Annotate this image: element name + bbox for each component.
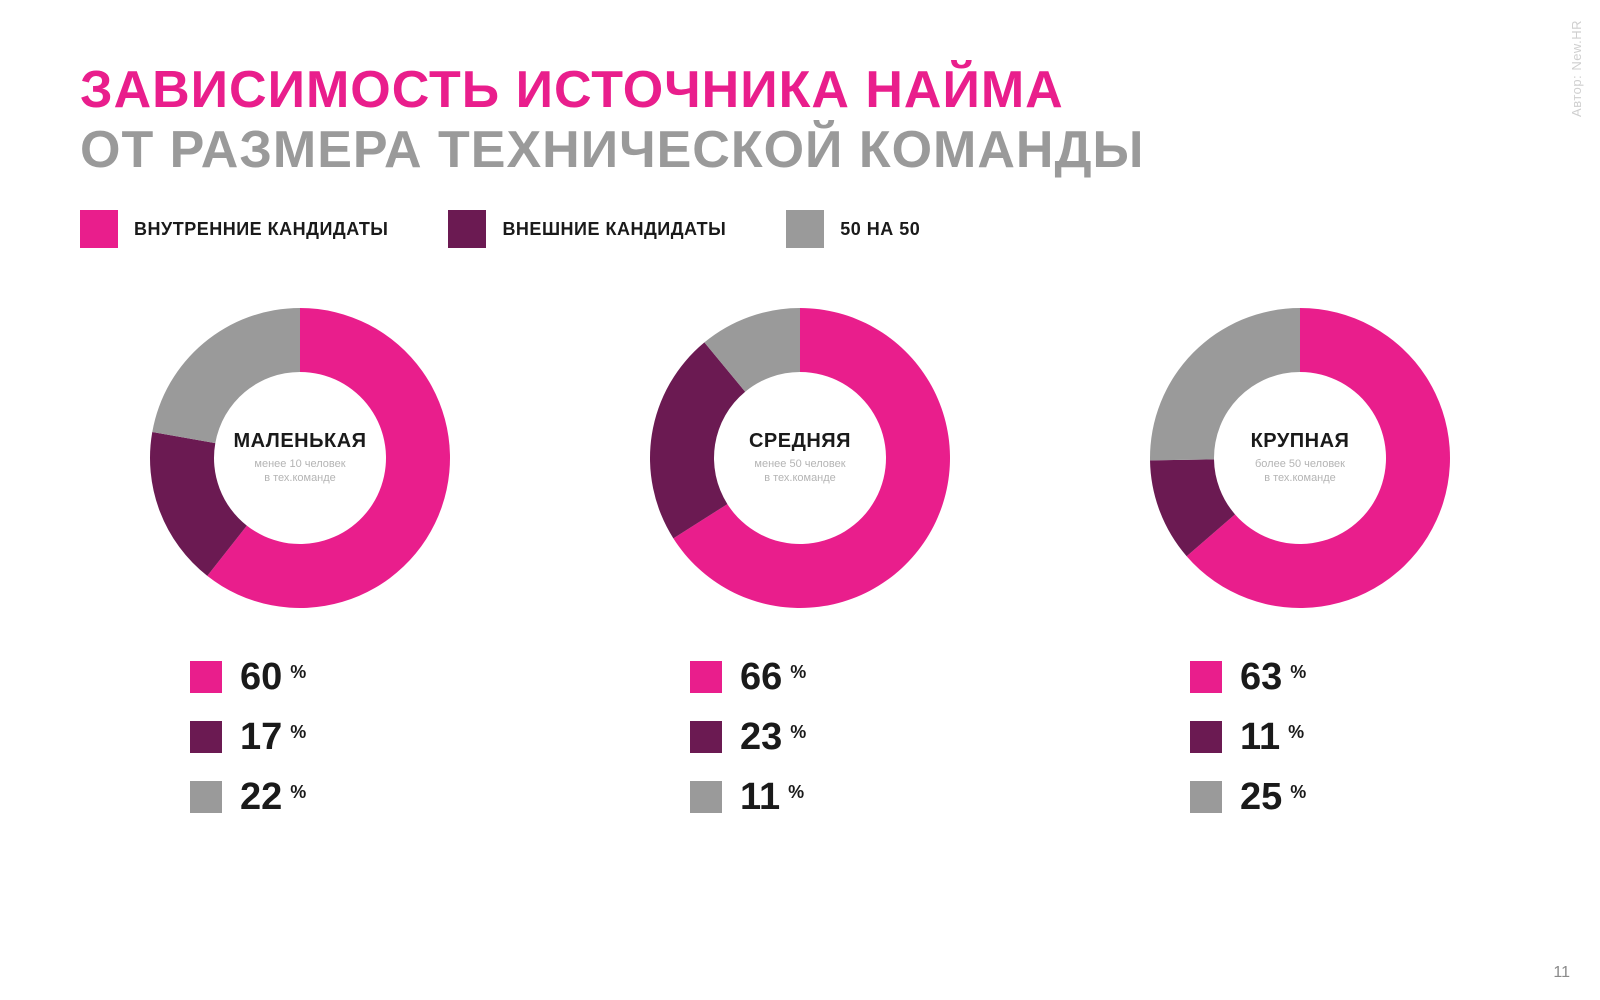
stat-value: 23 [740,718,782,756]
donut-subtitle: в тех.команде [220,472,380,486]
stat-swatch [690,781,722,813]
percent-symbol: % [1288,722,1304,743]
stat-row: 23% [690,718,806,756]
percent-symbol: % [1290,782,1306,803]
legend-item: 50 НА 50 [786,210,920,248]
percent-symbol: % [290,782,306,803]
stat-swatch [1190,781,1222,813]
legend-item: ВНУТРЕННИЕ КАНДИДАТЫ [80,210,388,248]
donut-title: КРУПНАЯ [1220,430,1380,453]
legend: ВНУТРЕННИЕ КАНДИДАТЫ ВНЕШНИЕ КАНДИДАТЫ 50 … [80,210,1520,248]
stat-value: 60 [240,658,282,696]
donut-title: МАЛЕНЬКАЯ [220,430,380,453]
percent-symbol: % [790,722,806,743]
stat-swatch [690,721,722,753]
stat-swatch [1190,721,1222,753]
chart-column: КРУПНАЯболее 50 человекв тех.команде63%1… [1110,298,1490,816]
stat-swatch [690,661,722,693]
stat-value: 25 [1240,778,1282,816]
chart-column: СРЕДНЯЯменее 50 человекв тех.команде66%2… [610,298,990,816]
stat-swatch [190,661,222,693]
donut-subtitle: менее 10 человек [220,457,380,471]
stat-row: 22% [190,778,306,816]
stats-list: 60%17%22% [110,658,306,816]
side-credit: Автор: New.HR [1569,20,1584,117]
page-number: 11 [1553,964,1570,982]
stat-value: 66 [740,658,782,696]
donut-center: КРУПНАЯ более 50 человекв тех.команде [1220,430,1380,486]
legend-swatch [80,210,118,248]
donut-chart: МАЛЕНЬКАЯ менее 10 человекв тех.команде [140,298,460,618]
charts-row: МАЛЕНЬКАЯменее 10 человекв тех.команде60… [80,298,1520,816]
slide: Автор: New.HR ЗАВИСИМОСТЬ ИСТОЧНИКА НАЙМ… [0,0,1600,1000]
chart-column: МАЛЕНЬКАЯ менее 10 человекв тех.команде 60… [110,298,490,816]
stat-row: 25% [1190,778,1306,816]
title-block: ЗАВИСИМОСТЬ ИСТОЧНИКА НАЙМА ОТ РАЗМЕРА Т… [80,60,1520,180]
percent-symbol: % [788,782,804,803]
stat-value: 63 [1240,658,1282,696]
stats-list: 66%23%11% [610,658,806,816]
stat-row: 11% [690,778,806,816]
percent-symbol: % [290,662,306,683]
title-line-2: ОТ РАЗМЕРА ТЕХНИЧЕСКОЙ КОМАНДЫ [80,120,1520,180]
donut-slice [152,308,300,443]
stat-value: 11 [740,778,780,816]
donut-subtitle: в тех.команде [1220,472,1380,486]
donut-subtitle: менее 50 человек [720,457,880,471]
legend-label: 50 НА 50 [840,219,920,240]
legend-swatch [786,210,824,248]
donut-title: СРЕДНЯЯ [720,430,880,453]
legend-label: ВНУТРЕННИЕ КАНДИДАТЫ [134,219,388,240]
donut-subtitle: в тех.команде [720,472,880,486]
donut-center: МАЛЕНЬКАЯ менее 10 человекв тех.команде [220,430,380,486]
stat-row: 11% [1190,718,1306,756]
stat-swatch [190,781,222,813]
stat-row: 63% [1190,658,1306,696]
stat-value: 22 [240,778,282,816]
donut-chart: КРУПНАЯ более 50 человекв тех.команде [1140,298,1460,618]
legend-swatch [448,210,486,248]
stat-row: 17% [190,718,306,756]
title-line-1: ЗАВИСИМОСТЬ ИСТОЧНИКА НАЙМА [80,60,1520,120]
donut-chart: СРЕДНЯЯ менее 50 человекв тех.команде [640,298,960,618]
donut-center: СРЕДНЯЯ менее 50 человекв тех.команде [720,430,880,486]
percent-symbol: % [1290,662,1306,683]
percent-symbol: % [790,662,806,683]
stat-row: 60% [190,658,306,696]
legend-label: ВНЕШНИЕ КАНДИДАТЫ [502,219,726,240]
stat-row: 66% [690,658,806,696]
donut-subtitle: более 50 человек [1220,457,1380,471]
percent-symbol: % [290,722,306,743]
stat-swatch [190,721,222,753]
stat-value: 17 [240,718,282,756]
stat-value: 11 [1240,718,1280,756]
stat-swatch [1190,661,1222,693]
stats-list: 63%11%25% [1110,658,1306,816]
legend-item: ВНЕШНИЕ КАНДИДАТЫ [448,210,726,248]
